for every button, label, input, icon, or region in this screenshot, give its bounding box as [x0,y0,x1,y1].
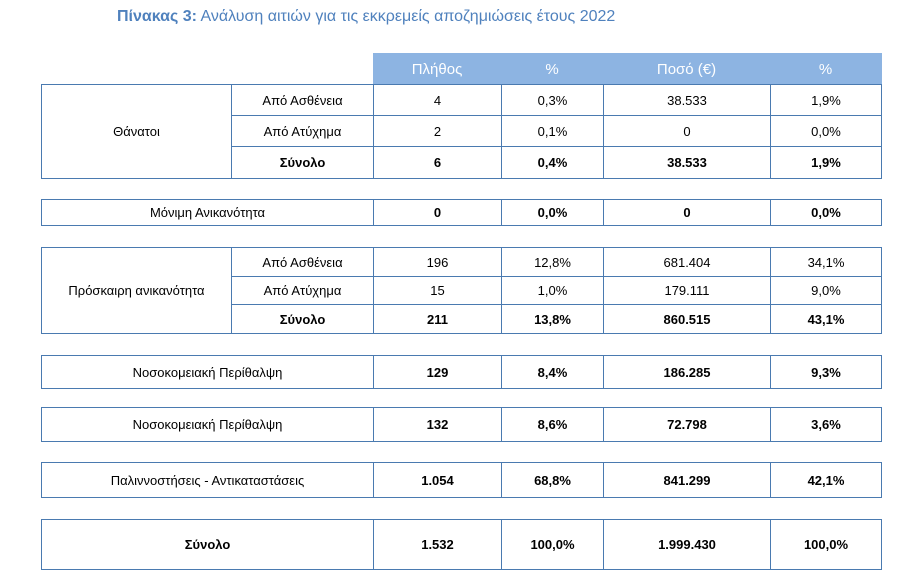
temporary-amount: 860.515 [603,304,771,334]
deaths-pct: 0,4% [501,146,604,179]
temporary-amount: 681.404 [603,247,771,277]
header-count: Πλήθος [372,53,502,85]
caption-text: Ανάλυση αιτιών για τις εκκρεμείς αποζημι… [200,8,616,25]
permanent-pct: 0,0% [501,199,604,226]
hospital1-table: Νοσοκομειακή Περίθαλψη 129 8,4% 186.285 … [41,355,882,389]
hospital2-count: 132 [373,407,502,442]
total-amount: 1.999.430 [603,519,771,570]
temporary-table: Πρόσκαιρη ανικανότητα Από Ασθένεια 196 1… [41,247,882,334]
temporary-pct2: 43,1% [770,304,882,334]
permanent-amount: 0 [603,199,771,226]
temporary-pct2: 9,0% [770,276,882,305]
temporary-pct: 12,8% [501,247,604,277]
total-pct: 100,0% [501,519,604,570]
temporary-pct2: 34,1% [770,247,882,277]
total-label: Σύνολο [41,519,374,570]
header-pct: % [500,53,604,85]
reimbursements-table: Παλιννοστήσεις - Αντικαταστάσεις 1.054 6… [41,462,882,498]
reimb-pct2: 42,1% [770,462,882,498]
total-count: 1.532 [373,519,502,570]
hospital2-pct2: 3,6% [770,407,882,442]
deaths-amount: 0 [603,115,771,147]
table-caption: Πίνακας 3: Ανάλυση αιτιών για τις εκκρεμ… [117,8,615,26]
deaths-pct: 0,1% [501,115,604,147]
deaths-count: 6 [373,146,502,179]
total-pct2: 100,0% [770,519,882,570]
reimb-pct: 68,8% [501,462,604,498]
hospital2-amount: 72.798 [603,407,771,442]
permanent-count: 0 [373,199,502,226]
permanent-pct2: 0,0% [770,199,882,226]
permanent-label: Μόνιμη Ανικανότητα [41,199,374,226]
deaths-count: 2 [373,115,502,147]
hospital1-amount: 186.285 [603,355,771,389]
permanent-table: Μόνιμη Ανικανότητα 0 0,0% 0 0,0% [41,199,882,226]
hospital1-label: Νοσοκομειακή Περίθαλψη [41,355,374,389]
hospital1-pct2: 9,3% [770,355,882,389]
temporary-amount: 179.111 [603,276,771,305]
temporary-sub: Από Ατύχημα [231,276,374,305]
temporary-label: Πρόσκαιρη ανικανότητα [41,247,232,334]
hospital2-label: Νοσοκομειακή Περίθαλψη [41,407,374,442]
hospital2-pct: 8,6% [501,407,604,442]
deaths-table: Θάνατοι Από Ασθένεια 4 0,3% 38.533 1,9% … [41,84,882,179]
deaths-pct: 0,3% [501,84,604,116]
hospital1-pct: 8,4% [501,355,604,389]
deaths-count: 4 [373,84,502,116]
temporary-count: 211 [373,304,502,334]
temporary-sub: Από Ασθένεια [231,247,374,277]
caption-label: Πίνακας 3: [117,8,197,25]
deaths-pct2: 1,9% [770,146,882,179]
deaths-amount: 38.533 [603,84,771,116]
temporary-count: 15 [373,276,502,305]
temporary-pct: 1,0% [501,276,604,305]
header-pct2: % [769,53,882,85]
temporary-sub-total: Σύνολο [231,304,374,334]
deaths-label: Θάνατοι [41,84,232,179]
deaths-sub: Από Ασθένεια [231,84,374,116]
header-amount: Ποσό (€) [602,53,771,85]
reimb-label: Παλιννοστήσεις - Αντικαταστάσεις [41,462,374,498]
hospital2-table: Νοσοκομειακή Περίθαλψη 132 8,6% 72.798 3… [41,407,882,442]
total-table: Σύνολο 1.532 100,0% 1.999.430 100,0% [41,519,882,570]
deaths-sub: Από Ατύχημα [231,115,374,147]
reimb-amount: 841.299 [603,462,771,498]
temporary-pct: 13,8% [501,304,604,334]
deaths-pct2: 1,9% [770,84,882,116]
deaths-amount: 38.533 [603,146,771,179]
reimb-count: 1.054 [373,462,502,498]
deaths-pct2: 0,0% [770,115,882,147]
hospital1-count: 129 [373,355,502,389]
temporary-count: 196 [373,247,502,277]
deaths-sub-total: Σύνολο [231,146,374,179]
header-table: Πλήθος % Ποσό (€) % [41,53,882,85]
